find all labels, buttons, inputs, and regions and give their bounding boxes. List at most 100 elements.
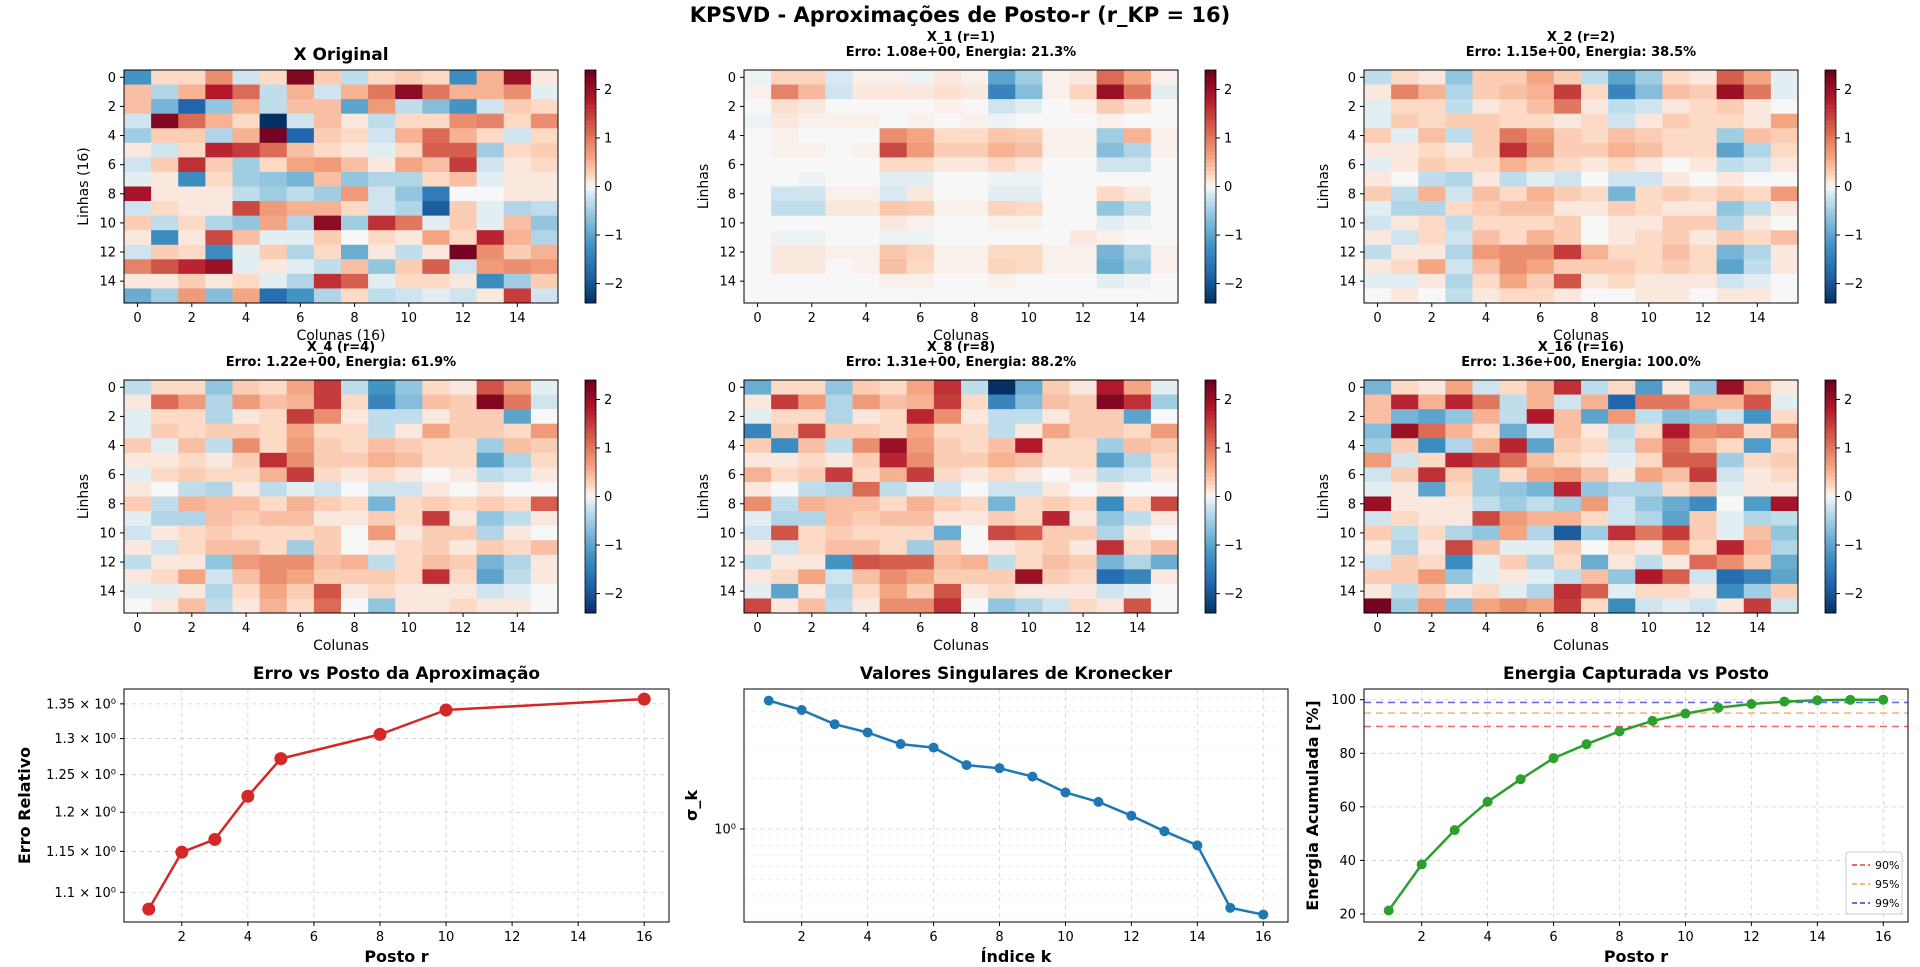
heatmap-cell <box>1770 481 1799 497</box>
heatmap-cell <box>205 525 233 541</box>
heatmap-cell <box>1445 540 1473 556</box>
colorbar-segment <box>1205 570 1216 575</box>
x-tick-label: 0 <box>133 621 141 636</box>
colorbar-segment <box>585 229 596 234</box>
heatmap-cell <box>368 259 396 275</box>
heatmap-cell <box>476 186 505 202</box>
x-axis-label: Índice k <box>981 947 1052 966</box>
heatmap-cell <box>1581 157 1609 173</box>
colorbar-segment <box>1825 248 1836 254</box>
heatmap-cell <box>988 113 1016 129</box>
heatmap-cell <box>825 525 853 541</box>
heatmap-cell <box>798 99 826 115</box>
heatmap-cell <box>151 244 179 260</box>
heatmap-cell <box>933 99 962 115</box>
colorbar-segment <box>1205 430 1216 435</box>
heatmap-cell <box>1743 467 1772 483</box>
heatmap-cell <box>1662 452 1690 468</box>
heatmap-cell <box>852 394 881 410</box>
heatmap-cell <box>1069 380 1098 395</box>
heatmap-cell <box>1096 598 1125 614</box>
heatmap-cell <box>1015 84 1043 100</box>
heatmap-cell <box>503 496 532 512</box>
colorbar-tick-label: 1 <box>604 131 612 146</box>
heatmap-cell <box>341 467 369 483</box>
heatmap-cell <box>1553 511 1582 527</box>
heatmap-cell <box>771 259 799 275</box>
heatmap-cell <box>988 598 1016 614</box>
heatmap-cell <box>259 423 288 439</box>
y-tick-label: 80 <box>1339 747 1356 762</box>
x-tick-label: 8 <box>376 930 384 945</box>
heatmap-cell <box>286 230 315 246</box>
heatmap-cell <box>771 583 799 599</box>
heatmap-cell <box>1042 438 1070 454</box>
heatmap-cell <box>178 142 206 158</box>
colorbar-segment <box>585 426 596 431</box>
heatmap-cell <box>124 496 152 512</box>
heatmap-cell <box>1581 511 1609 527</box>
colorbar-segment <box>585 77 596 83</box>
x-tick-label: 4 <box>863 930 871 945</box>
colorbar-segment <box>1205 484 1216 490</box>
colorbar-tick-label: −1 <box>1224 229 1243 244</box>
heatmap-cell <box>1391 201 1419 217</box>
heatmap-cell <box>151 481 179 497</box>
y-tick-label: 4 <box>1348 439 1356 454</box>
colorbar-tick-label: −2 <box>1844 587 1863 602</box>
heatmap-cell <box>1069 128 1098 144</box>
heatmap-cell <box>1391 215 1419 231</box>
colorbar-segment <box>1825 434 1836 439</box>
heatmap-cell <box>933 380 962 395</box>
heatmap-cell <box>1743 215 1772 231</box>
series-line <box>147 697 645 910</box>
heatmap-cell <box>771 142 799 158</box>
colorbar-segment <box>1825 256 1836 261</box>
colorbar-segment <box>1205 387 1216 393</box>
heatmap-cell <box>771 438 799 454</box>
heatmap-cell <box>232 128 261 144</box>
heatmap-cell <box>933 496 962 512</box>
heatmap-cell <box>1123 583 1152 599</box>
colorbar-segment <box>1825 488 1836 494</box>
colorbar-segment <box>1825 108 1836 114</box>
heatmap-cell <box>151 157 179 173</box>
heatmap-cell <box>744 215 772 231</box>
colorbar-segment <box>1825 574 1836 579</box>
colorbar-segment <box>1205 578 1216 583</box>
heatmap-cell <box>1716 244 1745 260</box>
heatmap-cell <box>933 230 962 246</box>
heatmap-cell <box>395 215 423 231</box>
heatmap-cell <box>1716 511 1745 527</box>
heatmap-cell <box>1445 452 1473 468</box>
heatmap-cell <box>988 70 1016 85</box>
heatmap-cell <box>879 128 908 144</box>
heatmap-cell <box>1716 128 1745 144</box>
x-tick-label: 8 <box>1590 311 1598 326</box>
heatmap-cell <box>476 452 505 468</box>
data-point <box>895 739 906 750</box>
colorbar-segment <box>1825 240 1836 246</box>
heatmap-cell <box>178 99 206 115</box>
heatmap-cell <box>1391 409 1419 425</box>
colorbar-segment <box>1825 252 1836 257</box>
heatmap-cell <box>1015 583 1043 599</box>
heatmap-cell <box>1689 467 1718 483</box>
y-tick-label: 20 <box>1339 907 1356 922</box>
heatmap-cell <box>771 409 799 425</box>
colorbar-tick-label: 1 <box>1224 131 1232 146</box>
heatmap-cell <box>1689 394 1718 410</box>
heatmap-cell <box>1581 259 1609 275</box>
heatmap-cell <box>961 215 989 231</box>
colorbar-segment <box>1825 473 1836 478</box>
heatmap-cell <box>798 525 826 541</box>
heatmap-cell <box>1472 394 1501 410</box>
colorbar-segment <box>1825 589 1836 595</box>
heatmap-cell <box>961 511 989 527</box>
heatmap-cell <box>1069 70 1098 85</box>
figure-title: KPSVD - Aproximações de Posto-r (r_KP = … <box>690 3 1231 27</box>
data-point <box>796 705 807 716</box>
heatmap-cell <box>798 467 826 483</box>
y-tick-label: 1.25 × 10⁰ <box>46 768 116 783</box>
y-tick-label: 2 <box>108 410 116 425</box>
